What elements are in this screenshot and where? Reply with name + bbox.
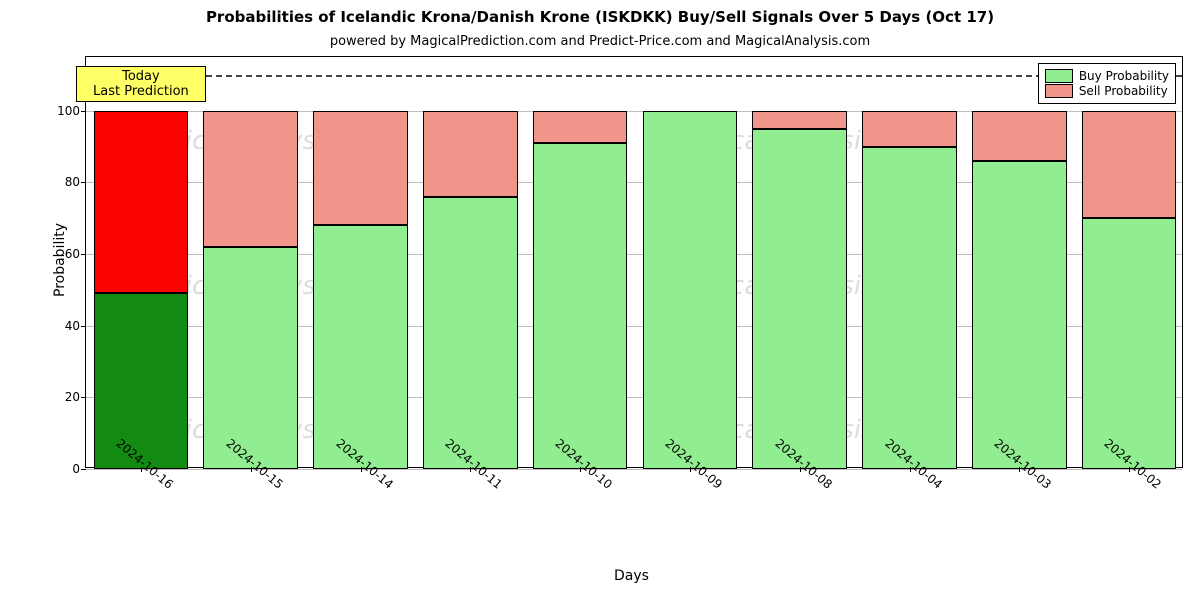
y-tick-label: 40 [65, 319, 80, 333]
y-axis-label: Probability [52, 223, 68, 297]
bar-buy [862, 147, 956, 469]
bar-sell [972, 111, 1066, 161]
bar-sell [1082, 111, 1176, 218]
plot-area: MagicalAnalysis.comMagicalAnalysis.comMa… [85, 56, 1183, 468]
bar-buy [203, 247, 297, 469]
y-tick-mark [81, 111, 86, 112]
legend-item: Buy Probability [1045, 69, 1169, 83]
bar-sell [752, 111, 846, 129]
bar-buy [313, 225, 407, 469]
bar-buy [1082, 218, 1176, 469]
y-tick-label: 100 [57, 104, 80, 118]
y-tick-mark [81, 182, 86, 183]
chart-container: Probabilities of Icelandic Krona/Danish … [0, 0, 1200, 600]
x-axis-label: Days [614, 568, 649, 584]
annotation-line2: Last Prediction [83, 84, 199, 99]
bar-buy [752, 129, 846, 469]
legend-swatch [1045, 84, 1073, 98]
reference-line [86, 75, 1182, 77]
y-tick-mark [81, 397, 86, 398]
y-tick-mark [81, 469, 86, 470]
legend: Buy ProbabilitySell Probability [1038, 63, 1176, 104]
bar-sell [203, 111, 297, 247]
bar-sell [533, 111, 627, 143]
y-tick-mark [81, 326, 86, 327]
y-tick-label: 80 [65, 175, 80, 189]
chart-subtitle: powered by MagicalPrediction.com and Pre… [0, 34, 1200, 49]
chart-title: Probabilities of Icelandic Krona/Danish … [0, 8, 1200, 26]
legend-label: Sell Probability [1079, 84, 1168, 98]
legend-item: Sell Probability [1045, 84, 1169, 98]
legend-label: Buy Probability [1079, 69, 1169, 83]
bar-buy [423, 197, 517, 469]
bar-sell [862, 111, 956, 147]
today-annotation: TodayLast Prediction [76, 66, 206, 102]
bar-buy [94, 293, 188, 469]
y-tick-label: 0 [72, 462, 80, 476]
bar-sell [313, 111, 407, 226]
bar-buy [972, 161, 1066, 469]
bar-buy [533, 143, 627, 469]
annotation-line1: Today [83, 69, 199, 84]
y-tick-label: 20 [65, 390, 80, 404]
bar-sell [423, 111, 517, 197]
legend-swatch [1045, 69, 1073, 83]
y-tick-mark [81, 254, 86, 255]
bar-sell [94, 111, 188, 294]
bar-buy [643, 111, 737, 469]
